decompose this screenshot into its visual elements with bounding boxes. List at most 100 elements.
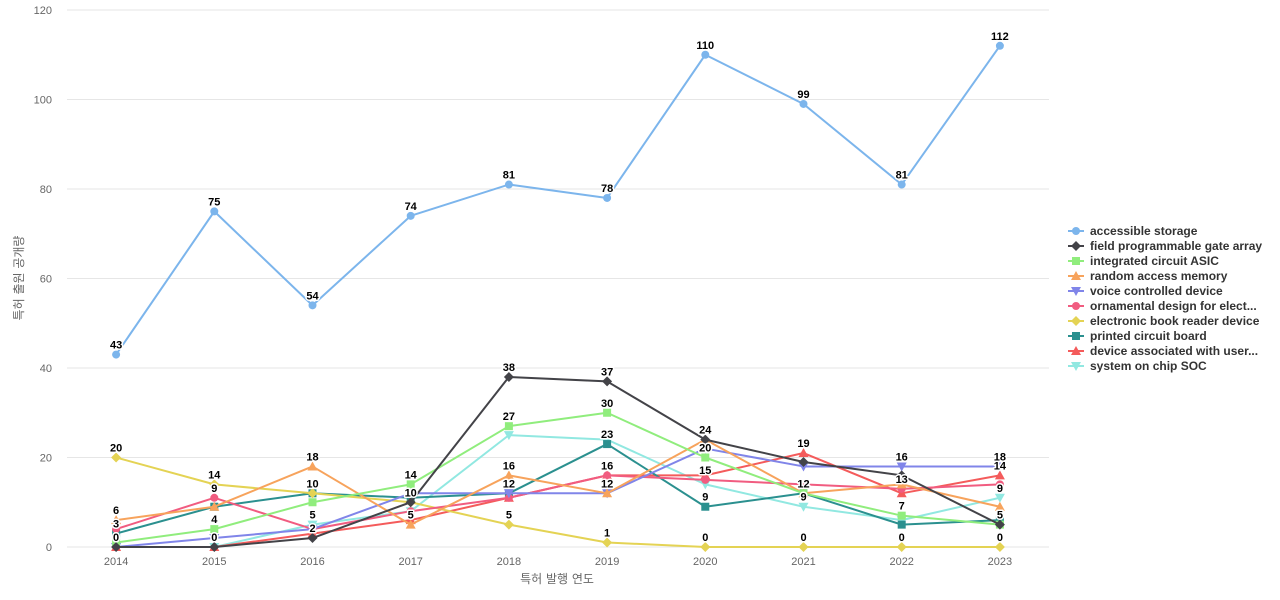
data-point[interactable] bbox=[503, 431, 514, 441]
data-point[interactable] bbox=[210, 493, 219, 502]
data-point[interactable] bbox=[701, 453, 710, 462]
data-point[interactable] bbox=[700, 542, 711, 552]
data-label-halo: 14 bbox=[208, 469, 221, 481]
data-point[interactable] bbox=[700, 434, 711, 445]
data-label-halo: 0 bbox=[800, 532, 806, 544]
data-point[interactable] bbox=[602, 537, 613, 548]
data-point[interactable] bbox=[700, 444, 711, 454]
data-point[interactable] bbox=[112, 350, 121, 359]
data-point[interactable] bbox=[994, 470, 1005, 480]
data-label-halo: 5 bbox=[408, 510, 414, 522]
data-label: 30 bbox=[601, 398, 613, 410]
data-point[interactable] bbox=[798, 542, 809, 552]
data-point[interactable] bbox=[112, 525, 121, 534]
data-point[interactable] bbox=[603, 471, 612, 480]
data-point[interactable] bbox=[209, 534, 220, 544]
data-point[interactable] bbox=[799, 480, 808, 489]
data-label-halo: 15 bbox=[699, 465, 711, 477]
data-label-halo: 19 bbox=[797, 438, 809, 450]
data-label-halo: 112 bbox=[991, 31, 1009, 43]
y-axis-title: 특허 출원 공개량 bbox=[12, 236, 26, 321]
data-point[interactable] bbox=[701, 475, 710, 484]
data-point[interactable] bbox=[995, 480, 1004, 489]
data-point[interactable] bbox=[897, 520, 906, 529]
data-point[interactable] bbox=[798, 448, 809, 458]
legend-item[interactable]: random access memory bbox=[1068, 269, 1228, 283]
data-point[interactable] bbox=[799, 99, 808, 108]
x-tick-label: 2019 bbox=[595, 556, 619, 568]
data-point[interactable] bbox=[896, 479, 907, 489]
data-point[interactable] bbox=[209, 479, 220, 490]
legend-item[interactable]: accessible storage bbox=[1068, 224, 1198, 238]
legend-item[interactable]: ornamental design for elect... bbox=[1068, 299, 1257, 313]
data-point[interactable] bbox=[405, 497, 416, 508]
data-point[interactable] bbox=[308, 301, 317, 310]
data-point[interactable] bbox=[896, 470, 907, 481]
series-line bbox=[116, 434, 1001, 548]
data-point[interactable] bbox=[307, 533, 318, 544]
data-point[interactable] bbox=[111, 515, 122, 525]
data-label: 43 bbox=[110, 340, 122, 352]
data-point[interactable] bbox=[994, 493, 1005, 503]
data-point[interactable] bbox=[209, 501, 220, 511]
legend-item[interactable]: voice controlled device bbox=[1068, 284, 1223, 298]
legend-label: field programmable gate array bbox=[1090, 239, 1262, 253]
data-point[interactable] bbox=[503, 519, 514, 530]
legend-item[interactable]: field programmable gate array bbox=[1068, 239, 1262, 253]
data-point[interactable] bbox=[503, 489, 514, 499]
data-point[interactable] bbox=[308, 498, 317, 507]
data-point[interactable] bbox=[798, 502, 809, 512]
data-point[interactable] bbox=[307, 461, 318, 471]
data-point[interactable] bbox=[896, 542, 907, 552]
data-point[interactable] bbox=[112, 529, 121, 538]
data-point[interactable] bbox=[994, 462, 1005, 472]
legend-item[interactable]: system on chip SOC bbox=[1068, 359, 1207, 373]
data-label-halo: 75 bbox=[208, 196, 220, 208]
data-point[interactable] bbox=[210, 207, 219, 216]
series-4 bbox=[111, 444, 1005, 552]
data-point[interactable] bbox=[405, 519, 416, 529]
legend-item[interactable]: integrated circuit ASIC bbox=[1068, 254, 1219, 268]
data-point[interactable] bbox=[405, 489, 416, 499]
data-point[interactable] bbox=[701, 50, 710, 59]
data-point[interactable] bbox=[406, 211, 415, 220]
data-point[interactable] bbox=[897, 180, 906, 189]
data-point[interactable] bbox=[897, 511, 906, 520]
data-point[interactable] bbox=[603, 408, 612, 417]
data-point[interactable] bbox=[896, 462, 907, 472]
series-line bbox=[116, 375, 1001, 548]
data-point[interactable] bbox=[602, 488, 613, 498]
data-point[interactable] bbox=[799, 489, 808, 498]
data-point[interactable] bbox=[603, 193, 612, 202]
data-point[interactable] bbox=[307, 525, 318, 535]
data-point[interactable] bbox=[798, 456, 809, 467]
data-point[interactable] bbox=[210, 525, 219, 534]
data-label: 4 bbox=[211, 514, 218, 526]
data-label: 12 bbox=[601, 478, 613, 490]
data-point[interactable] bbox=[504, 180, 513, 189]
data-point[interactable] bbox=[406, 480, 415, 489]
legend-marker bbox=[1072, 227, 1080, 235]
data-point[interactable] bbox=[995, 41, 1004, 50]
legend-item[interactable]: device associated with user... bbox=[1068, 344, 1258, 358]
data-point[interactable] bbox=[307, 488, 318, 499]
data-point[interactable] bbox=[111, 542, 122, 552]
data-point[interactable] bbox=[209, 542, 220, 552]
legend-item[interactable]: printed circuit board bbox=[1068, 329, 1207, 343]
data-point[interactable] bbox=[504, 422, 513, 431]
legend-item[interactable]: electronic book reader device bbox=[1068, 314, 1260, 328]
data-point[interactable] bbox=[994, 519, 1005, 530]
data-point[interactable] bbox=[406, 507, 415, 516]
data-point[interactable] bbox=[994, 542, 1005, 552]
data-point[interactable] bbox=[994, 501, 1005, 511]
data-point[interactable] bbox=[503, 470, 514, 480]
data-point[interactable] bbox=[503, 371, 514, 382]
data-point[interactable] bbox=[701, 502, 710, 511]
data-point[interactable] bbox=[111, 452, 122, 463]
series-line bbox=[115, 45, 1001, 356]
legend-marker bbox=[1071, 316, 1081, 326]
legend-marker bbox=[1072, 257, 1080, 265]
data-label: 7 bbox=[899, 501, 905, 513]
data-point[interactable] bbox=[602, 376, 613, 387]
data-point[interactable] bbox=[603, 440, 612, 449]
